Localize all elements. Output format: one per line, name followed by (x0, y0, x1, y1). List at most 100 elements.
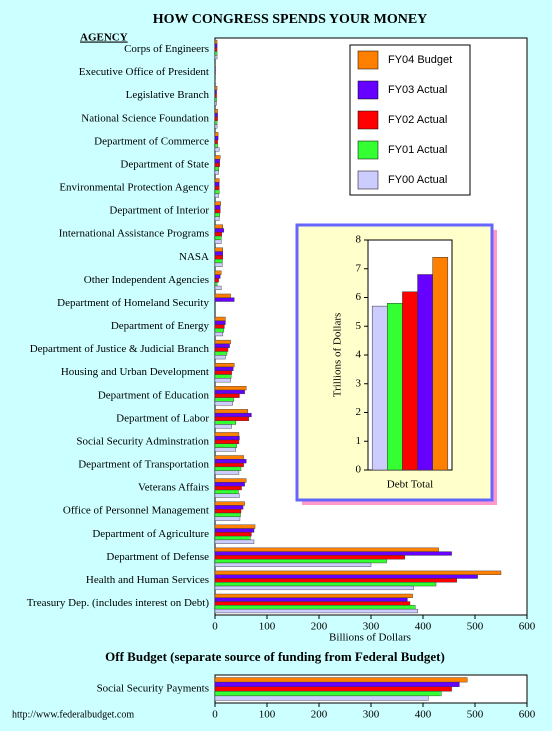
x-tick-label: 300 (363, 709, 380, 721)
bar (214, 170, 219, 175)
bar (214, 555, 406, 560)
bar (214, 178, 220, 183)
bar (214, 166, 219, 171)
bar (214, 201, 221, 206)
legend-label: FY03 Actual (388, 84, 447, 96)
bar (214, 585, 414, 591)
bar (432, 257, 449, 471)
bar (214, 695, 429, 701)
bar (214, 397, 234, 402)
bar (214, 132, 219, 137)
bar (214, 228, 225, 233)
bar (214, 578, 458, 583)
x-axis-title: Billions of Dollars (329, 632, 411, 644)
bar (214, 401, 233, 406)
category-label: International Assistance Programs (59, 228, 209, 240)
x-tick-label: 200 (311, 709, 328, 721)
category-label: Department of Defense (106, 551, 209, 563)
bar (214, 297, 235, 302)
bar (214, 262, 223, 267)
bar (214, 328, 225, 333)
bar (214, 212, 220, 217)
bar (214, 43, 218, 48)
category-label: Department of Agriculture (92, 528, 209, 540)
bar (214, 436, 240, 441)
bar (214, 509, 242, 514)
category-label: Social Security Adminstration (76, 435, 209, 447)
bar (214, 432, 240, 437)
category-label: Health and Human Services (86, 574, 209, 586)
bar (214, 135, 219, 141)
x-tick-label: 600 (519, 709, 536, 721)
x-tick-label: 100 (259, 709, 276, 721)
bar (214, 582, 437, 587)
bar (214, 120, 218, 125)
footer-url: http://www.federalbudget.com (12, 709, 134, 720)
category-label: Department of Energy (111, 320, 210, 332)
x-tick-label: Debt Total (387, 479, 433, 491)
bar (214, 608, 419, 614)
bar (214, 189, 220, 194)
bar (214, 66, 216, 71)
bar (214, 374, 232, 379)
bar (214, 532, 252, 537)
bar (214, 677, 468, 683)
bar (214, 224, 224, 229)
bar (214, 558, 387, 564)
bar (214, 347, 229, 352)
bar (214, 78, 216, 83)
bar (371, 305, 388, 471)
bar (214, 74, 216, 79)
category-label: Treasury Dep. (includes interest on Debt… (27, 597, 210, 609)
bar (387, 303, 403, 471)
x-tick-label: 400 (415, 709, 432, 721)
y-axis-title: AGENCY (80, 32, 128, 44)
bar (214, 97, 217, 102)
bar (214, 409, 248, 414)
bar (214, 339, 231, 345)
y-tick-label: 1 (356, 435, 362, 447)
bar (214, 324, 225, 329)
bar (214, 443, 238, 448)
bar (214, 247, 224, 252)
bar (214, 601, 411, 606)
bar (214, 512, 241, 518)
bar (214, 159, 220, 164)
bar (214, 389, 245, 395)
y-tick-label: 5 (356, 320, 362, 332)
bar (214, 455, 244, 460)
bar (214, 86, 218, 91)
bar (214, 239, 222, 244)
category-label: Department of Labor (116, 412, 209, 424)
x-tick-label: 0 (212, 709, 218, 721)
bar (214, 47, 218, 52)
x-tick-label: 0 (212, 621, 218, 633)
bar (214, 278, 219, 283)
bar (214, 182, 220, 187)
bar (214, 293, 231, 298)
category-label: National Science Foundation (81, 112, 209, 124)
y-axis-title: Trillions of Dollars (332, 313, 344, 398)
bar (214, 597, 408, 602)
bar (214, 485, 242, 491)
category-label: Department of Homeland Security (57, 297, 209, 309)
bar (214, 116, 218, 121)
bar (214, 501, 245, 506)
bar (214, 255, 224, 260)
bar (214, 124, 218, 129)
y-tick-label: 6 (356, 291, 362, 303)
bar (402, 291, 418, 471)
legend-label: FY04 Budget (388, 54, 452, 66)
bar (214, 605, 416, 610)
bar (214, 89, 217, 95)
bar (214, 570, 502, 575)
category-label: NASA (179, 251, 209, 263)
bar (214, 459, 247, 464)
bar (214, 424, 232, 429)
bar (214, 216, 220, 221)
bar (214, 362, 235, 368)
bar (214, 270, 222, 275)
bar (214, 320, 226, 325)
category-label: Department of Justice & Judicial Branch (30, 343, 210, 355)
